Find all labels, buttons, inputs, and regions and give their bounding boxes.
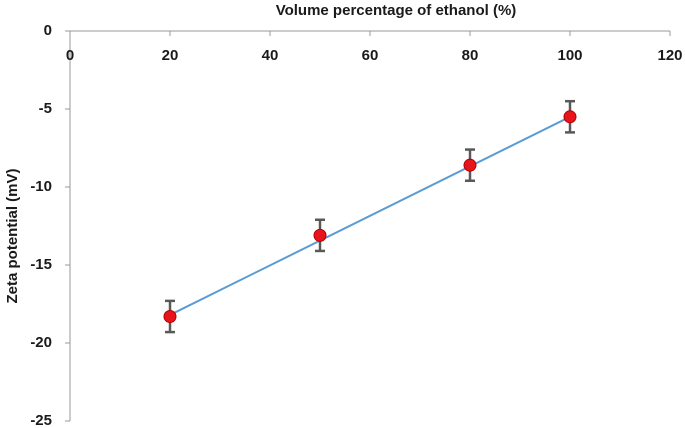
x-tick-label: 40 [262, 47, 279, 64]
y-tick-label: -25 [30, 412, 52, 428]
y-tick-label: -15 [30, 256, 52, 273]
x-tick-label: 60 [362, 47, 379, 64]
x-tick-label: 80 [462, 47, 479, 64]
point [313, 228, 327, 242]
y-tick-label: -20 [30, 334, 52, 351]
x-tick-label: 120 [657, 47, 682, 64]
point [463, 158, 477, 172]
x-tick-label: 100 [557, 47, 582, 64]
point [563, 110, 577, 124]
y-axis-label: Zeta potential (mV) [4, 168, 21, 303]
trendline [169, 115, 571, 316]
point [163, 309, 177, 323]
chart-title: Volume percentage of ethanol (%) [276, 2, 517, 19]
x-tick-label: 0 [66, 47, 74, 64]
y-tick-label: -5 [39, 100, 52, 117]
y-tick-label: -10 [30, 178, 52, 195]
x-tick-label: 20 [162, 47, 179, 64]
y-tick-label: 0 [44, 22, 52, 39]
